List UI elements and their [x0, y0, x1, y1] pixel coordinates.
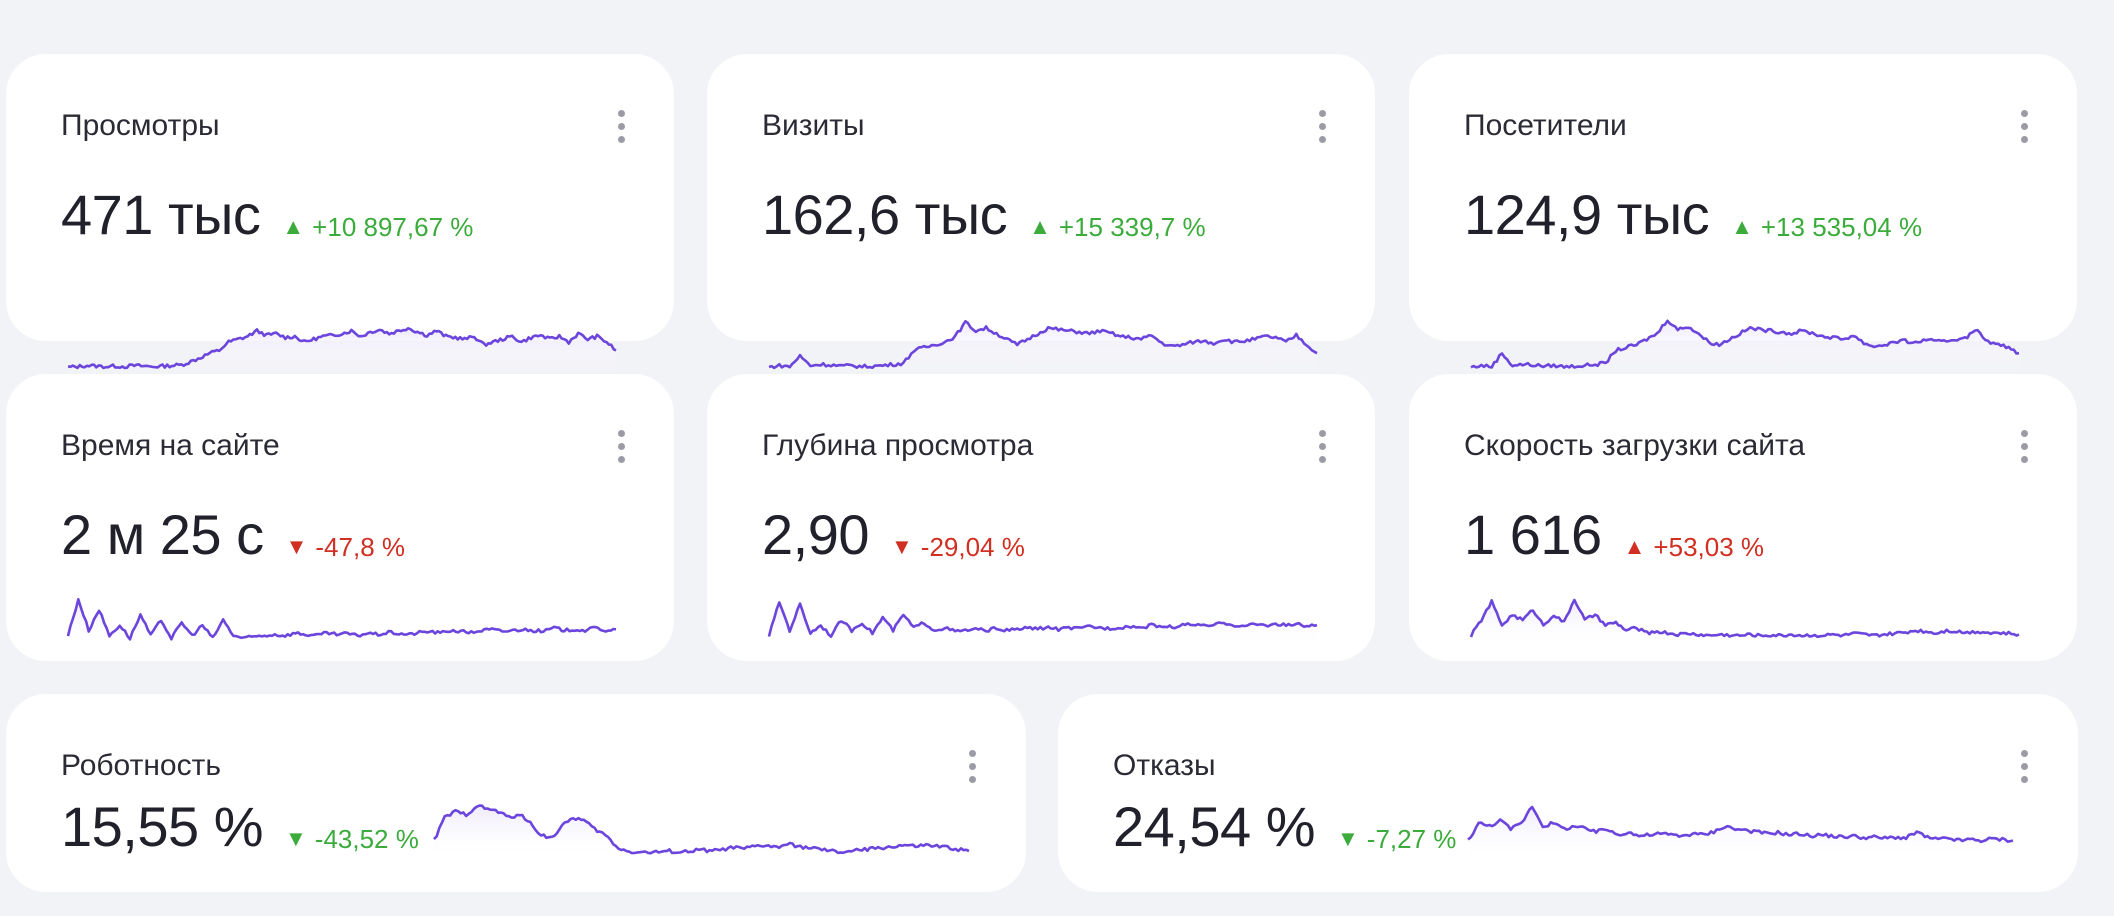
trend-arrow-icon: ▲: [1731, 214, 1753, 239]
trend-arrow-icon: ▲: [1029, 214, 1051, 239]
card-title: Скорость загрузки сайта: [1464, 429, 1806, 462]
card-menu-button[interactable]: [2004, 98, 2044, 154]
trend-arrow-icon: ▲: [1623, 534, 1646, 559]
sparkline-area: [769, 602, 1317, 648]
metric-card-time-on-site: Время на сайте 2 м 25 с ▼ -47,8 %: [6, 374, 674, 661]
more-vertical-icon: [1318, 109, 1326, 143]
trend-arrow-icon: ▼: [891, 534, 913, 559]
sparkline-line: [1469, 598, 2020, 639]
sparkline-area: [1471, 600, 2019, 648]
trend-arrow-icon: ▼: [285, 826, 307, 851]
metric-card-bounces: Отказы 24,54 % ▼ -7,27 %: [1058, 694, 2078, 892]
card-menu-button[interactable]: [952, 738, 992, 794]
card-title: Посетители: [1464, 109, 1627, 142]
metric-delta: ▲ +15 339,7 %: [1029, 212, 1206, 243]
sparkline-area: [68, 599, 616, 648]
sparkline-line: [66, 598, 617, 641]
metric-value: 1 616: [1464, 503, 1602, 566]
delta-text: -29,04 %: [920, 531, 1025, 562]
more-vertical-icon: [2020, 749, 2028, 783]
metric-delta: ▼ -7,27 %: [1337, 824, 1456, 855]
sparkline-line: [768, 320, 1318, 370]
metric-value: 471 тыс: [61, 183, 261, 246]
sparkline-line: [1467, 805, 2014, 844]
metric-card-bot-share: Роботность 15,55 % ▼ -43,52 %: [6, 694, 1026, 892]
sparkline-chart: [1469, 598, 2020, 648]
sparkline-chart: [1467, 805, 2014, 860]
delta-text: +15 339,7 %: [1058, 211, 1206, 242]
delta-text: +10 897,67 %: [312, 211, 474, 242]
sparkline-chart: [66, 598, 617, 648]
sparkline-area: [1471, 320, 2019, 372]
card-title: Глубина просмотра: [762, 429, 1034, 462]
metric-card-depth: Глубина просмотра 2,90 ▼ -29,04 %: [707, 374, 1375, 661]
metric-card-visitors: Посетители 124,9 тыс ▲ +13 535,04 %: [1409, 54, 2077, 372]
metric-delta: ▼ -43,52 %: [285, 824, 419, 855]
metric-delta: ▼ -29,04 %: [891, 532, 1025, 563]
metric-delta: ▲ +53,03 %: [1624, 532, 1764, 563]
trend-arrow-icon: ▲: [282, 214, 305, 239]
more-vertical-icon: [2020, 429, 2028, 463]
card-title: Отказы: [1113, 749, 1216, 782]
metric-value: 15,55 %: [61, 795, 264, 858]
metric-delta: ▲ +13 535,04 %: [1731, 212, 1922, 243]
delta-text: +13 535,04 %: [1760, 211, 1923, 242]
delta-text: -43,52 %: [314, 823, 419, 854]
metric-value: 2,90: [762, 503, 870, 566]
sparkline-chart: [1470, 319, 2020, 372]
metric-delta: ▲ +10 897,67 %: [282, 212, 473, 243]
metric-value: 162,6 тыс: [762, 183, 1008, 246]
more-vertical-icon: [617, 429, 625, 463]
metric-card-load-speed: Скорость загрузки сайта 1 616 ▲ +53,03 %: [1409, 374, 2077, 661]
card-menu-button[interactable]: [2004, 418, 2044, 474]
trend-arrow-icon: ▼: [1337, 826, 1359, 851]
metric-card-visits: Визиты 162,6 тыс ▲ +15 339,7 %: [707, 54, 1375, 372]
sparkline-chart: [67, 327, 617, 372]
trend-arrow-icon: ▼: [285, 534, 308, 559]
sparkline-line: [767, 601, 1318, 638]
sparkline-line: [433, 804, 970, 855]
sparkline-area: [68, 328, 616, 372]
card-menu-button[interactable]: [1302, 98, 1342, 154]
delta-text: -47,8 %: [315, 531, 405, 562]
metric-card-pageviews: Просмотры 471 тыс ▲ +10 897,67 %: [6, 54, 674, 372]
card-title: Просмотры: [61, 109, 220, 142]
sparkline-line: [67, 327, 617, 370]
sparkline-line: [1470, 319, 2020, 369]
card-title: Визиты: [762, 109, 865, 142]
delta-text: -7,27 %: [1366, 823, 1457, 854]
metric-value: 124,9 тыс: [1464, 183, 1710, 246]
more-vertical-icon: [2020, 109, 2028, 143]
card-menu-button[interactable]: [601, 98, 641, 154]
card-menu-button[interactable]: [601, 418, 641, 474]
more-vertical-icon: [968, 749, 976, 783]
sparkline-chart: [433, 804, 970, 860]
sparkline-area: [1468, 807, 2013, 860]
metric-value: 24,54 %: [1113, 795, 1316, 858]
sparkline-chart: [768, 320, 1318, 372]
sparkline-area: [434, 805, 969, 860]
card-menu-button[interactable]: [1302, 418, 1342, 474]
card-title: Время на сайте: [61, 429, 280, 462]
more-vertical-icon: [617, 109, 625, 143]
metric-value: 2 м 25 с: [61, 503, 264, 566]
card-title: Роботность: [61, 749, 221, 782]
metric-delta: ▼ -47,8 %: [286, 532, 405, 563]
card-menu-button[interactable]: [2004, 738, 2044, 794]
more-vertical-icon: [1318, 429, 1326, 463]
delta-text: +53,03 %: [1653, 531, 1765, 562]
sparkline-chart: [767, 601, 1318, 648]
